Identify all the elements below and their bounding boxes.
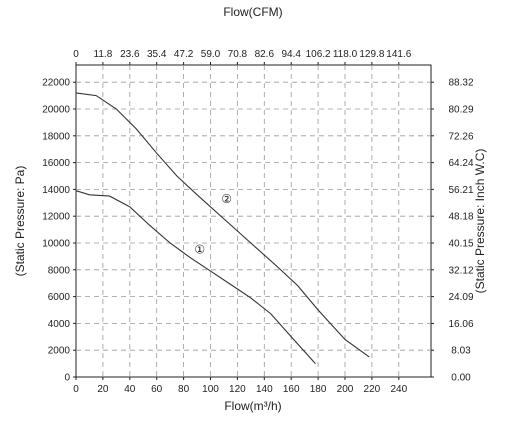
x-tick-label-bottom: 180	[310, 384, 327, 395]
y-tick-label-left: 2000	[48, 346, 71, 357]
y-tick-label-left: 4000	[48, 319, 71, 330]
x-tick-label-bottom: 60	[151, 384, 163, 395]
x-tick-label-top: 11.8	[94, 49, 113, 60]
series-line-1	[75, 190, 316, 364]
y-axis-title-left: (Static Pressure: Pa)	[13, 166, 27, 277]
y-tick-label-left: 12000	[42, 212, 70, 223]
y-tick-label-right: 80.29	[448, 105, 473, 116]
y-tick-label-left: 6000	[48, 292, 71, 303]
x-tick-label-top: 23.6	[120, 49, 140, 60]
y-tick-label-left: 10000	[42, 239, 70, 250]
x-tick-label-bottom: 0	[73, 384, 79, 395]
y-tick-label-left: 20000	[42, 105, 70, 116]
x-tick-label-top: 0	[73, 49, 79, 60]
tick-labels: 0 20 40 60 80 100 120 140 160 180 200 220 240 0 11.8 23…	[42, 49, 474, 395]
x-tick-label-top: 94.4	[281, 49, 301, 60]
x-tick-label-top: 59.0	[201, 49, 221, 60]
y-tick-label-right: 88.32	[448, 78, 473, 89]
y-tick-label-left: 18000	[42, 131, 70, 142]
y-axis-title-right: (Static Pressure: Inch W.C)	[473, 149, 487, 294]
x-tick-label-bottom: 160	[283, 384, 300, 395]
data-series: ①②	[75, 92, 370, 364]
series-line-2	[75, 92, 370, 358]
y-tick-label-right: 32.12	[448, 265, 473, 276]
y-tick-label-right: 16.06	[448, 319, 473, 330]
x-tick-label-bottom: 120	[229, 384, 246, 395]
x-tick-label-top: 118.0	[333, 49, 358, 60]
x-tick-label-top: 35.4	[147, 49, 167, 60]
y-tick-label-right: 8.03	[451, 346, 471, 357]
y-tick-label-right: 0.00	[451, 373, 471, 384]
y-tick-label-left: 22000	[42, 78, 70, 89]
y-tick-label-left: 8000	[48, 265, 71, 276]
x-tick-label-top: 106.2	[306, 49, 331, 60]
x-tick-label-top: 47.2	[174, 49, 194, 60]
x-tick-label-top: 70.8	[228, 49, 248, 60]
x-tick-label-bottom: 20	[97, 384, 109, 395]
x-tick-label-bottom: 220	[364, 384, 381, 395]
series-label-2: ②	[221, 192, 232, 206]
x-tick-label-bottom: 80	[178, 384, 190, 395]
y-tick-label-left: 0	[64, 373, 70, 384]
y-tick-label-right: 64.24	[448, 158, 473, 169]
x-tick-label-top: 141.6	[386, 49, 411, 60]
x-tick-label-bottom: 240	[390, 384, 407, 395]
y-tick-label-right: 40.15	[448, 239, 473, 250]
x-tick-label-bottom: 200	[337, 384, 354, 395]
y-tick-label-left: 14000	[42, 185, 70, 196]
y-tick-label-right: 72.26	[448, 131, 473, 142]
x-tick-label-bottom: 40	[124, 384, 136, 395]
x-axis-title-bottom: Flow(m³/h)	[224, 399, 281, 413]
x-tick-label-top: 82.6	[255, 49, 275, 60]
y-tick-label-left: 16000	[42, 158, 70, 169]
x-tick-label-bottom: 100	[202, 384, 219, 395]
x-tick-label-bottom: 140	[256, 384, 273, 395]
y-tick-label-right: 24.09	[448, 292, 473, 303]
plot-frame	[75, 64, 432, 378]
series-label-1: ①	[194, 243, 205, 257]
y-tick-label-right: 56.21	[448, 185, 473, 196]
grid-lines	[76, 65, 431, 377]
x-tick-label-top: 129.8	[359, 49, 384, 60]
y-tick-label-right: 48.18	[448, 212, 473, 223]
x-axis-title-top: Flow(CFM)	[223, 5, 282, 19]
